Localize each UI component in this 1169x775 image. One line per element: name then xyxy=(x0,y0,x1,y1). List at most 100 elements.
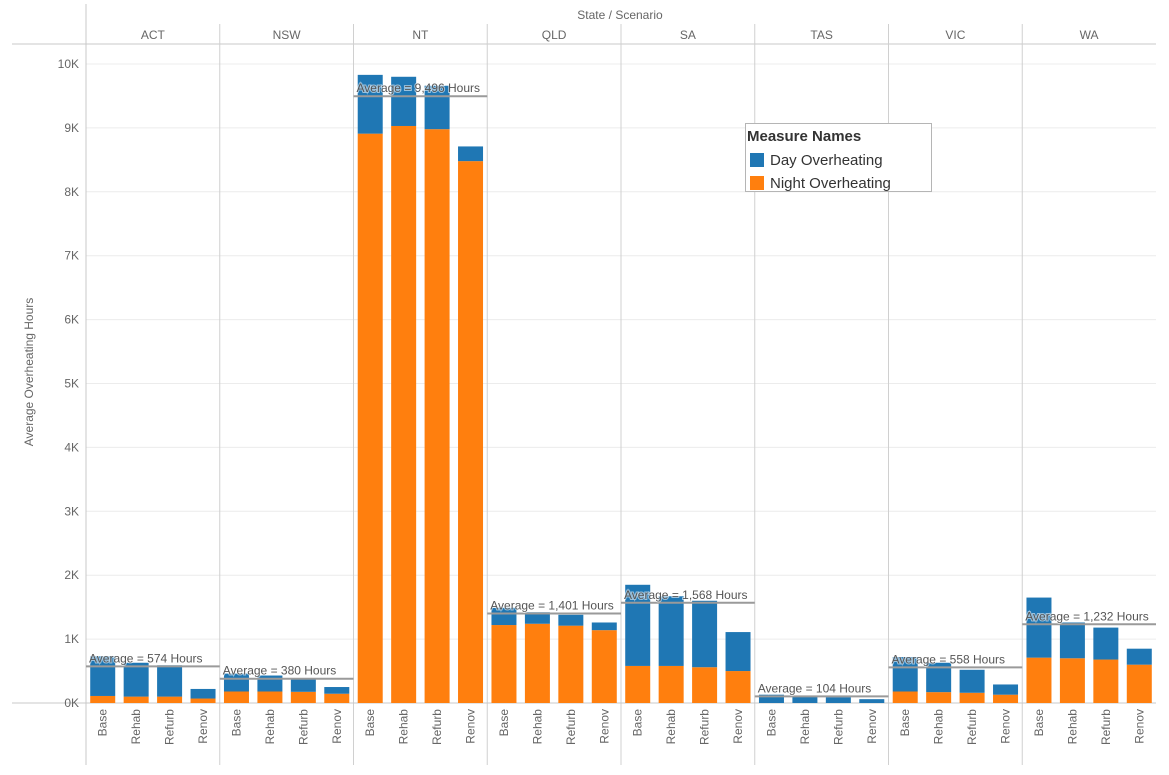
bar-night-vic-renov xyxy=(993,694,1019,703)
bar-day-nsw-renov xyxy=(324,687,350,694)
bar-night-vic-rehab xyxy=(926,692,952,703)
state-header-nsw: NSW xyxy=(273,28,302,42)
average-label: Average = 574 Hours xyxy=(89,651,203,665)
legend-item-day-overheating[interactable]: Day Overheating xyxy=(750,150,883,170)
state-header-vic: VIC xyxy=(945,28,965,42)
bar-night-wa-refurb xyxy=(1093,659,1119,703)
x-tick-label: Refurb xyxy=(965,709,979,745)
bar-night-act-refurb xyxy=(157,696,183,703)
average-label: Average = 558 Hours xyxy=(892,652,1006,666)
state-panes xyxy=(12,4,1156,765)
y-tick-label: 9K xyxy=(64,121,79,135)
x-tick-label: Rehab xyxy=(530,709,544,745)
y-tick-label: 10K xyxy=(58,57,79,71)
bar-night-vic-base xyxy=(892,691,918,703)
bar-night-qld-base xyxy=(491,625,517,703)
bar-night-sa-refurb xyxy=(692,667,718,703)
x-tick-label: Base xyxy=(631,709,645,737)
bar-night-wa-rehab xyxy=(1059,658,1085,703)
bar-day-wa-refurb xyxy=(1093,627,1119,660)
average-label: Average = 1,232 Hours xyxy=(1025,609,1149,623)
bar-day-tas-rehab xyxy=(792,696,818,703)
y-tick-label: 5K xyxy=(64,377,79,391)
bar-night-wa-renov xyxy=(1126,664,1152,703)
bar-night-sa-renov xyxy=(725,671,751,703)
x-tick-label: Base xyxy=(898,709,912,737)
y-tick-label: 3K xyxy=(64,504,79,518)
average-label: Average = 1,568 Hours xyxy=(624,588,748,602)
bar-night-act-base xyxy=(90,695,116,703)
x-tick-label: Base xyxy=(1032,709,1046,737)
x-tick-label: Rehab xyxy=(263,709,277,745)
y-tick-label: 4K xyxy=(64,440,79,454)
state-header-wa: WA xyxy=(1080,28,1099,42)
bar-day-act-refurb xyxy=(157,665,183,697)
x-tick-label: Rehab xyxy=(1065,709,1079,745)
chart-title: State / Scenario xyxy=(577,8,663,22)
bar-night-nt-renov xyxy=(458,161,484,704)
bar-night-nt-refurb xyxy=(424,129,450,704)
bar-night-nsw-rehab xyxy=(257,691,283,703)
legend-swatch-night xyxy=(750,176,764,190)
y-tick-label: 8K xyxy=(64,185,79,199)
legend-title: Measure Names xyxy=(747,128,862,145)
bar-night-nsw-base xyxy=(223,691,249,703)
average-label: Average = 380 Hours xyxy=(223,664,337,678)
y-tick-label: 1K xyxy=(64,632,79,646)
bar-night-wa-base xyxy=(1026,657,1052,703)
bar-night-act-renov xyxy=(190,698,216,703)
bar-night-qld-rehab xyxy=(524,623,550,703)
bar-night-vic-refurb xyxy=(959,692,985,703)
bar-day-wa-base xyxy=(1026,597,1052,658)
x-tick-label: Renov xyxy=(999,709,1013,744)
state-header-sa: SA xyxy=(680,28,696,42)
x-tick-label: Base xyxy=(764,709,778,737)
bar-night-nsw-renov xyxy=(324,693,350,703)
bar-day-tas-base xyxy=(758,694,784,703)
state-header-qld: QLD xyxy=(542,28,567,42)
bar-day-nt-renov xyxy=(458,146,484,162)
bar-night-sa-rehab xyxy=(658,665,684,703)
average-label: Average = 9,496 Hours xyxy=(357,81,481,95)
x-tick-label: Rehab xyxy=(129,709,143,745)
legend-item-night-overheating[interactable]: Night Overheating xyxy=(750,173,891,193)
bar-day-sa-refurb xyxy=(692,600,718,668)
bar-day-sa-renov xyxy=(725,632,751,672)
x-tick-label: Renov xyxy=(731,709,745,744)
y-tick-label: 0K xyxy=(64,696,79,710)
y-tick-label: 7K xyxy=(64,249,79,263)
average-label: Average = 104 Hours xyxy=(758,681,872,695)
x-tick-label: Base xyxy=(363,709,377,737)
average-lines: Average = 574 Hours Average = 380 Hours Av… xyxy=(86,80,1156,698)
bar-day-vic-refurb xyxy=(959,669,985,693)
x-tick-label: Renov xyxy=(464,709,478,744)
bar-day-qld-refurb xyxy=(558,614,584,626)
x-tick-label: Refurb xyxy=(163,709,177,745)
bar-day-tas-refurb xyxy=(825,697,851,703)
bar-night-act-rehab xyxy=(123,696,149,703)
x-tick-label: Refurb xyxy=(698,709,712,745)
bar-day-sa-base xyxy=(625,584,651,666)
state-header-act: ACT xyxy=(141,28,166,42)
x-tick-label: Rehab xyxy=(664,709,678,745)
bar-day-vic-renov xyxy=(993,684,1019,695)
bar-day-vic-base xyxy=(892,656,918,692)
axes: 0K 1K 2K 3K 4K 5K 6K 7K 8K 9K 10K ACT Base Rehab Refur… xyxy=(58,28,1147,745)
bar-day-sa-rehab xyxy=(658,596,684,666)
state-header-tas: TAS xyxy=(810,28,832,42)
bar-day-act-base xyxy=(90,656,116,696)
y-axis-label: Average Overheating Hours xyxy=(22,298,36,447)
x-tick-label: Renov xyxy=(1132,709,1146,744)
x-tick-label: Refurb xyxy=(1099,709,1113,745)
x-tick-label: Refurb xyxy=(430,709,444,745)
bar-day-wa-renov xyxy=(1126,648,1152,665)
x-tick-label: Renov xyxy=(865,709,879,744)
y-tick-label: 2K xyxy=(64,568,79,582)
x-tick-label: Refurb xyxy=(564,709,578,745)
bar-day-nt-base xyxy=(357,74,383,134)
bar-day-nt-refurb xyxy=(424,85,450,130)
bar-day-nsw-refurb xyxy=(290,678,316,692)
bar-night-nt-base xyxy=(357,133,383,703)
bar-night-nt-rehab xyxy=(391,125,417,703)
